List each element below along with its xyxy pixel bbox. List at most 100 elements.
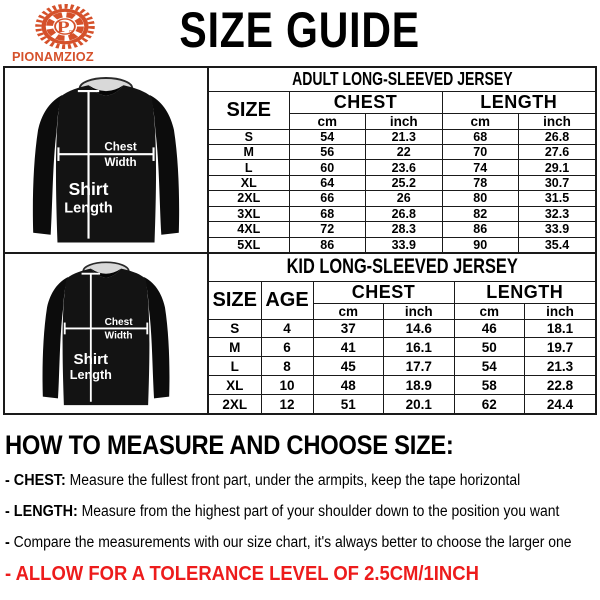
table-row: 5XL 86 33.9 90 35.4 bbox=[208, 236, 596, 253]
cell-size: L bbox=[208, 356, 262, 377]
cell-size: 4XL bbox=[208, 221, 290, 238]
size-guide-frame: Chest Width Shirt Length ADULT LONG-SLEE… bbox=[3, 66, 597, 415]
measure-instruction: - Compare the measurements with our size… bbox=[5, 534, 572, 551]
col-header-cm: cm bbox=[288, 112, 366, 130]
cell-size: XL bbox=[208, 375, 262, 396]
cell-chest-cm: 64 bbox=[288, 174, 366, 192]
cell-chest-inch: 28.3 bbox=[365, 221, 443, 238]
tolerance-note: - ALLOW FOR A TOLERANCE LEVEL OF 2.5CM/1… bbox=[5, 562, 479, 585]
cell-age: 8 bbox=[260, 356, 314, 377]
chest-width-label: Chest bbox=[105, 317, 134, 328]
instructions-list: - CHEST: Measure the fullest front part,… bbox=[5, 471, 599, 585]
brand-name: PIONAMZIOZ bbox=[11, 49, 94, 64]
cell-chest-inch: 14.6 bbox=[383, 318, 455, 339]
cell-length-inch: 26.8 bbox=[518, 128, 596, 145]
cell-chest-cm: 51 bbox=[312, 394, 384, 414]
col-header-cm: cm bbox=[453, 302, 525, 320]
svg-text:Width: Width bbox=[104, 156, 136, 169]
table-row: XL 64 25.2 78 30.7 bbox=[208, 174, 596, 192]
cell-age: 6 bbox=[260, 337, 314, 358]
cell-length-inch: 19.7 bbox=[524, 337, 596, 358]
col-header-length: LENGTH bbox=[441, 90, 596, 114]
cell-chest-cm: 60 bbox=[288, 159, 366, 176]
shirt-length-label: Shirt bbox=[69, 179, 109, 199]
kid-size-table: KID LONG-SLEEVED JERSEY SIZE AGE CHEST L… bbox=[208, 253, 596, 414]
cell-chest-inch: 26 bbox=[365, 190, 443, 207]
cell-length-inch: 21.3 bbox=[524, 356, 596, 377]
cell-length-inch: 24.4 bbox=[524, 394, 596, 414]
cell-chest-inch: 22 bbox=[365, 143, 443, 161]
brand-monogram: P bbox=[57, 18, 70, 36]
cell-chest-cm: 48 bbox=[312, 375, 384, 396]
cell-chest-cm: 86 bbox=[288, 236, 366, 253]
table-row: XL 10 48 18.9 58 22.8 bbox=[208, 375, 596, 396]
adult-size-table: ADULT LONG-SLEEVED JERSEY SIZE CHEST LEN… bbox=[208, 67, 596, 253]
cell-chest-cm: 41 bbox=[312, 337, 384, 358]
adult-size-table-panel: ADULT LONG-SLEEVED JERSEY SIZE CHEST LEN… bbox=[208, 67, 596, 254]
page-title: SIZE GUIDE bbox=[179, 2, 421, 58]
cell-chest-cm: 68 bbox=[288, 205, 366, 223]
col-header-inch: inch bbox=[518, 112, 596, 130]
cell-length-inch: 30.7 bbox=[518, 174, 596, 192]
table-row: 2XL 12 51 20.1 62 24.4 bbox=[208, 394, 596, 414]
adult-shirt-diagram: Chest Width Shirt Length bbox=[5, 68, 209, 254]
cell-chest-inch: 26.8 bbox=[365, 205, 443, 223]
table-row: L 60 23.6 74 29.1 bbox=[208, 159, 596, 176]
cell-chest-cm: 37 bbox=[312, 318, 384, 339]
chest-width-label: Chest bbox=[104, 140, 136, 153]
cell-size: 2XL bbox=[208, 190, 290, 207]
kid-size-table-panel: KID LONG-SLEEVED JERSEY SIZE AGE CHEST L… bbox=[208, 253, 596, 414]
kid-shirt-diagram: Chest Width Shirt Length bbox=[5, 254, 209, 413]
table-row: 2XL 66 26 80 31.5 bbox=[208, 190, 596, 207]
cell-size: 2XL bbox=[208, 394, 262, 414]
cell-chest-inch: 20.1 bbox=[383, 394, 455, 414]
cell-chest-cm: 54 bbox=[288, 128, 366, 145]
adult-table-title: ADULT LONG-SLEEVED JERSEY bbox=[208, 67, 596, 92]
cell-length-cm: 86 bbox=[441, 221, 519, 238]
table-row: L 8 45 17.7 54 21.3 bbox=[208, 356, 596, 377]
col-header-inch: inch bbox=[383, 302, 455, 320]
cell-chest-inch: 17.7 bbox=[383, 356, 455, 377]
cell-age: 4 bbox=[260, 318, 314, 339]
cell-length-cm: 80 bbox=[441, 190, 519, 207]
cell-age: 12 bbox=[260, 394, 314, 414]
brand-logo: P Z PIONAMZIOZ bbox=[10, 3, 120, 64]
cell-length-cm: 82 bbox=[441, 205, 519, 223]
cell-size: L bbox=[208, 159, 290, 176]
table-row: S 4 37 14.6 46 18.1 bbox=[208, 318, 596, 339]
cell-chest-cm: 45 bbox=[312, 356, 384, 377]
table-row: M 56 22 70 27.6 bbox=[208, 143, 596, 161]
cell-chest-inch: 21.3 bbox=[365, 128, 443, 145]
col-header-chest: CHEST bbox=[288, 90, 443, 114]
table-row: M 6 41 16.1 50 19.7 bbox=[208, 337, 596, 358]
cell-size: XL bbox=[208, 174, 290, 192]
cell-length-cm: 68 bbox=[441, 128, 519, 145]
svg-text:Length: Length bbox=[70, 368, 112, 382]
table-row: 3XL 68 26.8 82 32.3 bbox=[208, 205, 596, 223]
cell-length-inch: 33.9 bbox=[518, 221, 596, 238]
col-header-size: SIZE bbox=[208, 280, 262, 320]
measure-instruction: - CHEST: Measure the fullest front part,… bbox=[5, 472, 521, 489]
col-header-size: SIZE bbox=[208, 90, 290, 130]
measure-instruction: - LENGTH: Measure from the highest part … bbox=[5, 503, 560, 520]
cell-age: 10 bbox=[260, 375, 314, 396]
cell-size: 3XL bbox=[208, 205, 290, 223]
cell-length-inch: 18.1 bbox=[524, 318, 596, 339]
col-header-cm: cm bbox=[441, 112, 519, 130]
cell-chest-inch: 23.6 bbox=[365, 159, 443, 176]
cell-length-cm: 90 bbox=[441, 236, 519, 253]
shirt-length-label: Shirt bbox=[74, 351, 109, 368]
col-header-inch: inch bbox=[524, 302, 596, 320]
adult-shirt-image: Chest Width Shirt Length bbox=[31, 76, 181, 244]
cell-length-cm: 58 bbox=[453, 375, 525, 396]
table-row: 4XL 72 28.3 86 33.9 bbox=[208, 221, 596, 238]
cell-chest-cm: 72 bbox=[288, 221, 366, 238]
cell-length-inch: 22.8 bbox=[524, 375, 596, 396]
cell-length-cm: 54 bbox=[453, 356, 525, 377]
col-header-age: AGE bbox=[260, 280, 314, 320]
kid-shirt-image: Chest Width Shirt Length bbox=[41, 261, 171, 407]
cell-length-inch: 29.1 bbox=[518, 159, 596, 176]
svg-text:Length: Length bbox=[64, 200, 112, 216]
table-row: S 54 21.3 68 26.8 bbox=[208, 128, 596, 145]
col-header-cm: cm bbox=[312, 302, 384, 320]
